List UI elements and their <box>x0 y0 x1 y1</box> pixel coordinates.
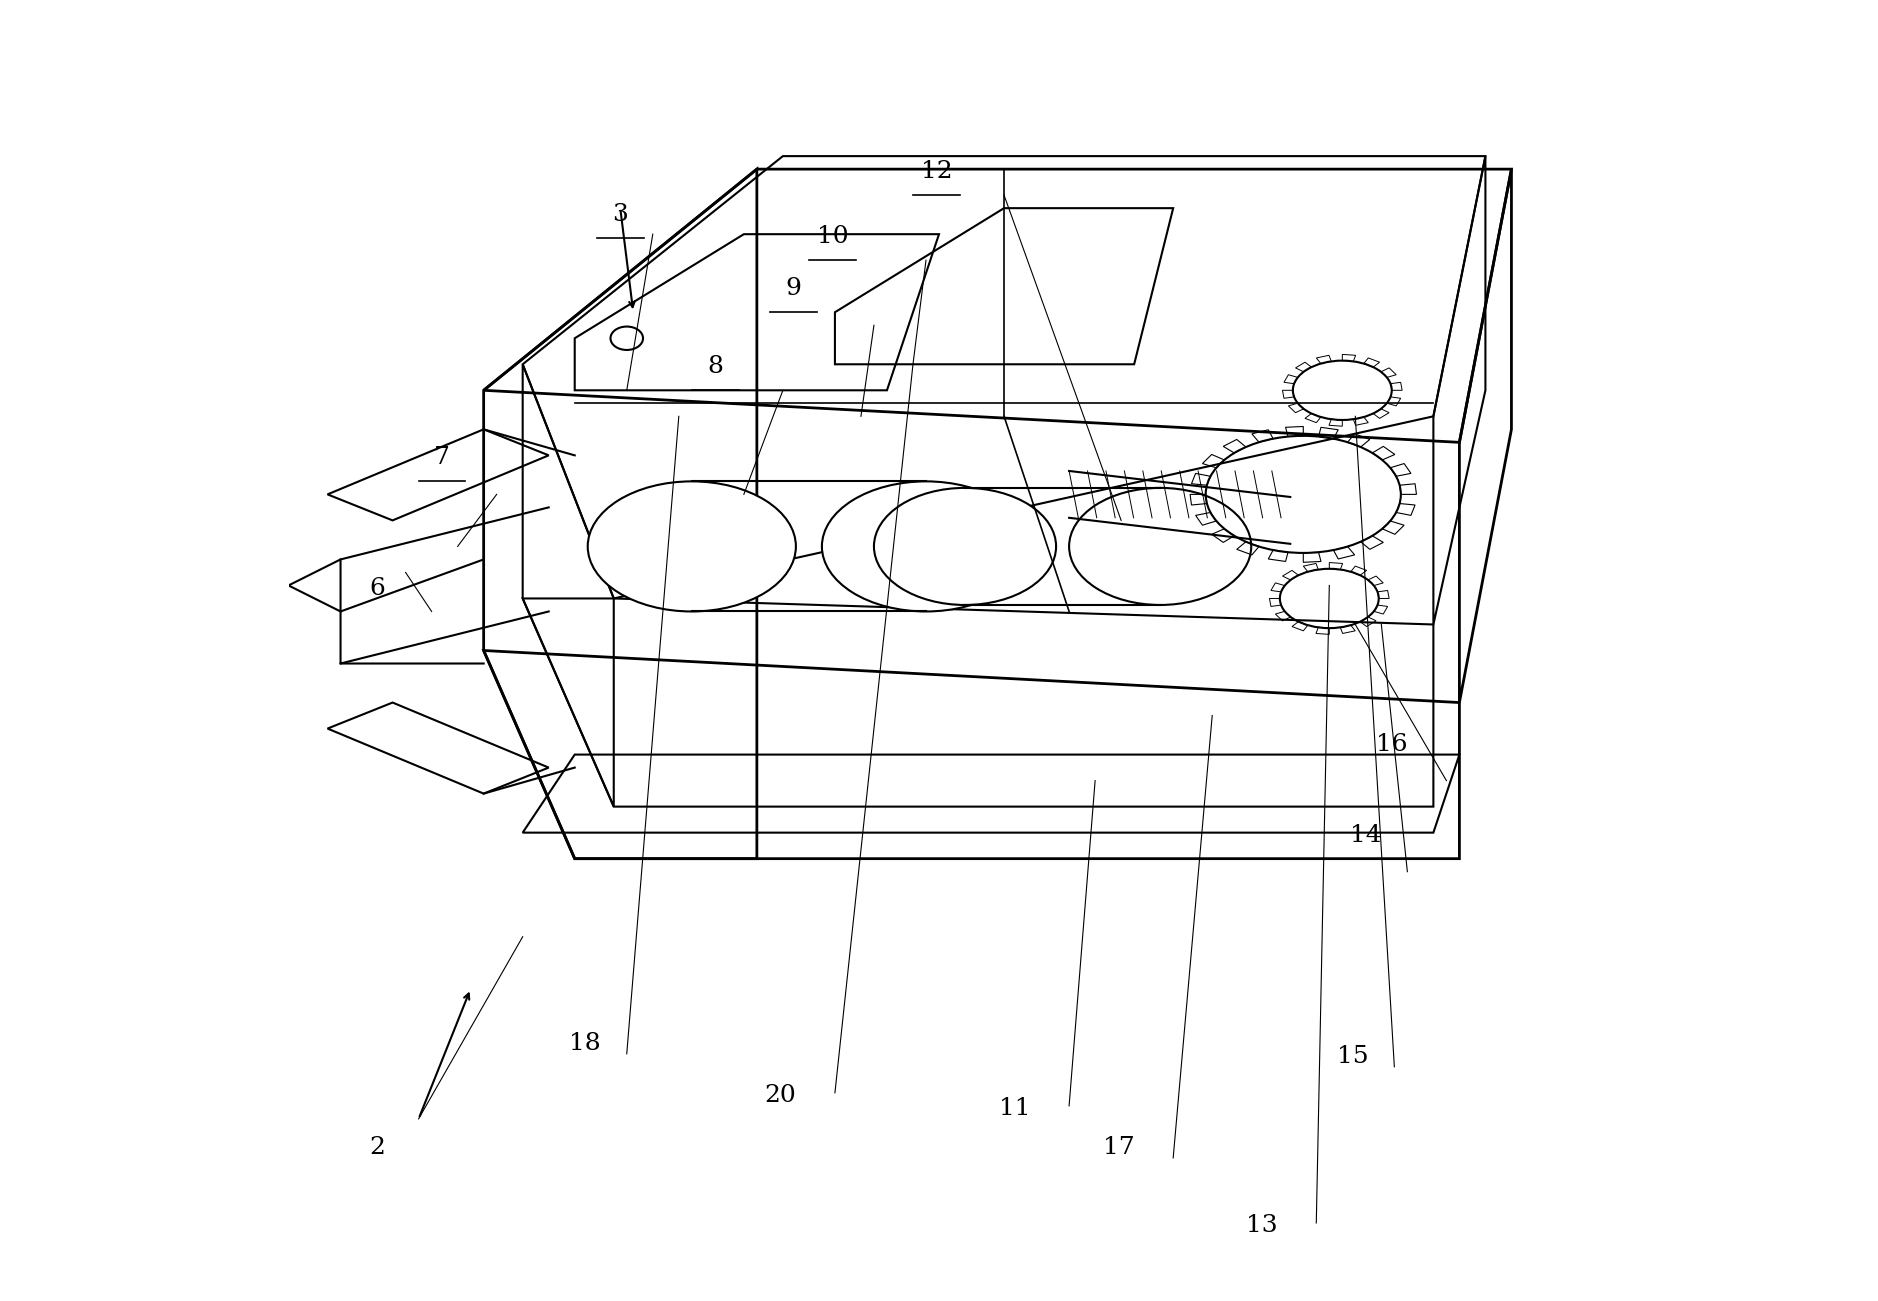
Text: 15: 15 <box>1337 1045 1369 1068</box>
Ellipse shape <box>610 327 642 350</box>
Text: 13: 13 <box>1245 1214 1277 1237</box>
Text: 12: 12 <box>920 160 952 183</box>
Ellipse shape <box>588 481 796 611</box>
Text: 2: 2 <box>370 1136 385 1159</box>
Text: 20: 20 <box>764 1084 796 1107</box>
Ellipse shape <box>823 481 1029 611</box>
Text: 3: 3 <box>612 203 629 226</box>
Text: 6: 6 <box>370 576 385 600</box>
Text: 11: 11 <box>999 1097 1031 1120</box>
Ellipse shape <box>873 488 1055 605</box>
Text: 9: 9 <box>785 277 802 301</box>
Text: 18: 18 <box>569 1032 601 1055</box>
Text: 10: 10 <box>817 225 849 248</box>
Text: 16: 16 <box>1377 732 1407 756</box>
Ellipse shape <box>1069 488 1251 605</box>
Text: 14: 14 <box>1350 824 1382 847</box>
Text: 17: 17 <box>1102 1136 1134 1159</box>
Text: 7: 7 <box>434 446 451 470</box>
Text: 8: 8 <box>708 355 723 379</box>
